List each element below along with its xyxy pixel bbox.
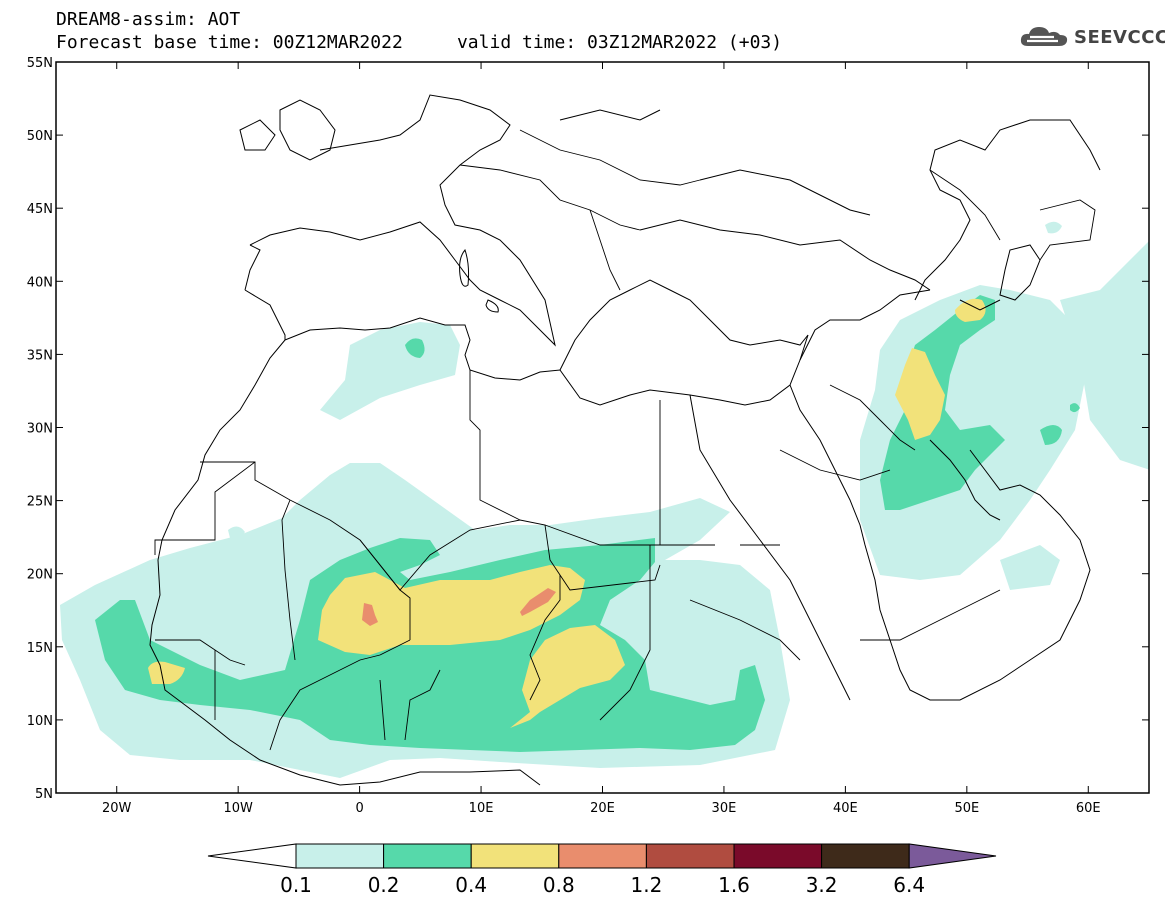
lat-label: 10N — [27, 714, 53, 729]
lat-label: 35N — [27, 348, 53, 363]
lat-label: 55N — [27, 56, 53, 71]
lat-label: 20N — [27, 568, 53, 583]
logo-text: SEEVCCC — [1074, 26, 1165, 48]
lon-label: 20E — [590, 801, 615, 816]
coastlines — [149, 94, 1101, 786]
colorbar-label: 6.4 — [893, 873, 925, 897]
map-title: DREAM8-assim: AOT — [56, 9, 241, 30]
lon-label: 10E — [469, 801, 494, 816]
lat-label: 30N — [27, 422, 53, 437]
lat-label: 45N — [27, 202, 53, 217]
colorbar-overflow — [908, 843, 997, 869]
lon-label: 30E — [712, 801, 737, 816]
lat-label: 50N — [27, 129, 53, 144]
longitude-axis: 20W 10W 0 10E 20E 30E 40E 50E 60E — [102, 62, 1101, 816]
colorbar-label: 0.1 — [280, 873, 312, 897]
lon-label: 60E — [1076, 801, 1101, 816]
country-borders — [154, 129, 1096, 751]
colorbar-label: 0.4 — [455, 873, 487, 897]
colorbar-label: 0.8 — [543, 873, 575, 897]
lat-label: 40N — [27, 275, 53, 290]
lat-label: 25N — [27, 495, 53, 510]
forecast-time-line: Forecast base time: 00Z12MAR2022 valid t… — [56, 32, 783, 53]
colorbar-bin — [558, 843, 647, 869]
colorbar-label: 1.6 — [718, 873, 750, 897]
lon-label: 10W — [223, 801, 253, 816]
colorbar-bin — [645, 843, 735, 869]
colorbar-underflow — [207, 843, 297, 869]
colorbar-label: 3.2 — [806, 873, 838, 897]
lon-label: 40E — [833, 801, 858, 816]
colorbar-bin — [295, 843, 385, 869]
colorbar-bin — [383, 843, 472, 869]
colorbar-bin — [821, 843, 910, 869]
lon-label: 50E — [954, 801, 979, 816]
lon-label: 0 — [355, 801, 363, 816]
lat-label: 5N — [35, 787, 53, 802]
latitude-axis: 55N 50N 45N 40N 35N 30N 25N 20N 15N 10N 5N — [27, 56, 1149, 802]
colorbar-label: 1.2 — [630, 873, 662, 897]
colorbar-bin — [733, 843, 823, 869]
lat-label: 15N — [27, 641, 53, 656]
aot-field — [60, 221, 1149, 778]
colorbar-label: 0.2 — [368, 873, 400, 897]
cloud-icon — [1020, 27, 1068, 46]
seevccc-logo: SEEVCCC — [1018, 24, 1165, 50]
colorbar: 0.1 0.2 0.4 0.8 1.2 1.6 3.2 6.4 — [207, 843, 997, 897]
colorbar-bin — [470, 843, 560, 869]
lon-label: 20W — [102, 801, 132, 816]
